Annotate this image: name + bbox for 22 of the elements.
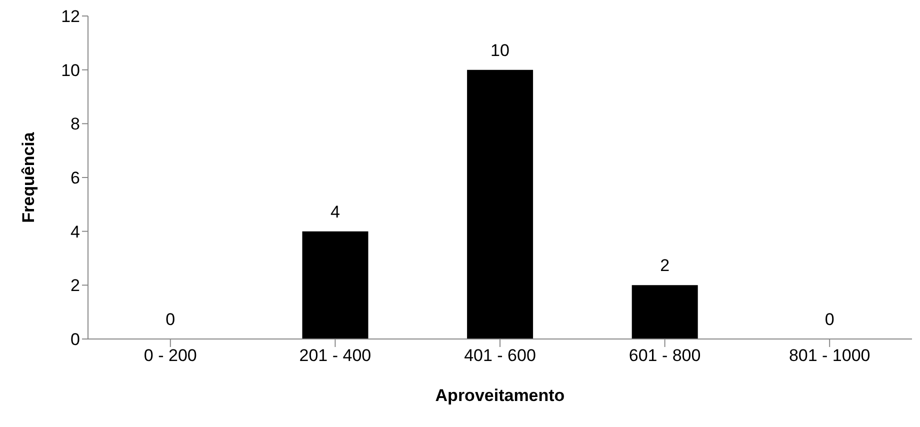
y-tick-label: 8 <box>70 114 80 134</box>
x-axis-title: Aproveitamento <box>435 386 565 405</box>
data-label: 4 <box>330 202 340 222</box>
x-tick-label: 0 - 200 <box>144 346 197 366</box>
bar <box>302 231 368 339</box>
data-label: 10 <box>490 40 510 60</box>
bar <box>467 70 534 339</box>
y-tick-label: 2 <box>70 276 80 296</box>
y-axis-title: Frequência <box>19 132 38 223</box>
y-tick-label: 4 <box>70 222 80 242</box>
x-tick-label: 601 - 800 <box>628 346 701 366</box>
y-tick-label: 0 <box>70 330 80 350</box>
bar <box>632 285 698 339</box>
data-label: 2 <box>660 256 670 276</box>
data-label: 0 <box>824 310 834 329</box>
y-tick-label: 10 <box>61 60 80 80</box>
x-tick-label: 201 - 400 <box>299 346 372 366</box>
y-tick-label: 6 <box>70 168 80 188</box>
data-label: 0 <box>166 310 176 329</box>
y-tick-label: 12 <box>61 7 80 26</box>
x-tick-label: 401 - 600 <box>464 346 536 366</box>
x-tick-label: 801 - 1000 <box>788 346 870 366</box>
